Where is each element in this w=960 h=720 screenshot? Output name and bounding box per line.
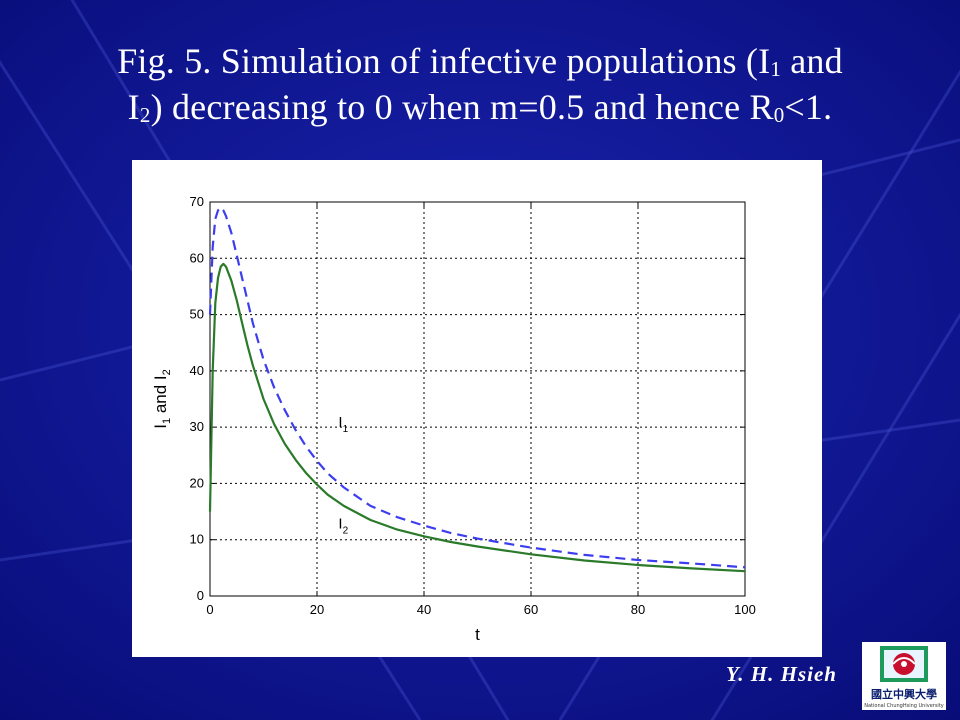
x-tick-label: 60 xyxy=(524,602,538,617)
x-tick-label: 20 xyxy=(310,602,324,617)
y-tick-label: 20 xyxy=(190,475,204,490)
series-line-i1 xyxy=(208,206,746,569)
y-tick-label: 60 xyxy=(190,250,204,265)
x-tick-label: 0 xyxy=(206,602,213,617)
title-text: I xyxy=(127,87,140,127)
y-axis-label-text: and I xyxy=(151,375,170,418)
title-text: and xyxy=(781,41,843,81)
x-axis-label: t xyxy=(475,625,480,644)
slide-title-line-2: I2) decreasing to 0 when m=0.5 and hence… xyxy=(0,84,960,130)
x-tick-label: 80 xyxy=(631,602,645,617)
series-label-subscript: 1 xyxy=(343,424,349,435)
title-text: Fig. 5. Simulation of infective populati… xyxy=(117,41,771,81)
series-label-text: I xyxy=(338,414,342,431)
y-tick-label: 0 xyxy=(197,588,204,603)
series-label-text: I xyxy=(338,515,342,532)
series-label-subscript: 2 xyxy=(343,525,349,536)
y-tick-label: 30 xyxy=(190,419,204,434)
series-label-i2: I2 xyxy=(338,515,348,536)
x-tick-label: 100 xyxy=(734,602,756,617)
university-logo-icon: 國立中興大學 National ChungHsing University xyxy=(862,642,946,710)
plot-frame xyxy=(209,201,746,597)
title-text: ) decreasing to 0 when m=0.5 and hence R xyxy=(150,87,774,127)
y-tick-label: 40 xyxy=(190,363,204,378)
slide-title: Fig. 5. Simulation of infective populati… xyxy=(0,38,960,130)
y-tick-label: 10 xyxy=(190,532,204,547)
slide-title-line-1: Fig. 5. Simulation of infective populati… xyxy=(0,38,960,84)
y-axis-label-subscript: 1 xyxy=(161,418,173,424)
title-subscript: 1 xyxy=(770,57,782,81)
y-axis-label-text: I xyxy=(151,424,170,429)
author-signature: Y. H. Hsieh xyxy=(726,662,837,686)
chart-panel: 0 20 40 60 80 100 0 10 20 30 40 50 60 70 t I1 and I2 I1 I… xyxy=(132,160,822,657)
x-tick-label: 40 xyxy=(417,602,431,617)
series-line-i2 xyxy=(208,262,746,573)
title-subscript: 0 xyxy=(773,103,785,127)
title-text: <1. xyxy=(784,87,833,127)
y-tick-label: 50 xyxy=(190,307,204,322)
y-tick-label: 70 xyxy=(190,194,204,209)
series-label-i1: I1 xyxy=(338,414,348,435)
title-subscript: 2 xyxy=(139,103,151,127)
logo-caption: National ChungHsing University xyxy=(864,703,944,709)
y-axis-label-subscript: 2 xyxy=(161,369,173,375)
y-axis-label: I1 and I2 xyxy=(151,369,173,429)
logo-text: 國立中興大學 xyxy=(871,687,937,701)
